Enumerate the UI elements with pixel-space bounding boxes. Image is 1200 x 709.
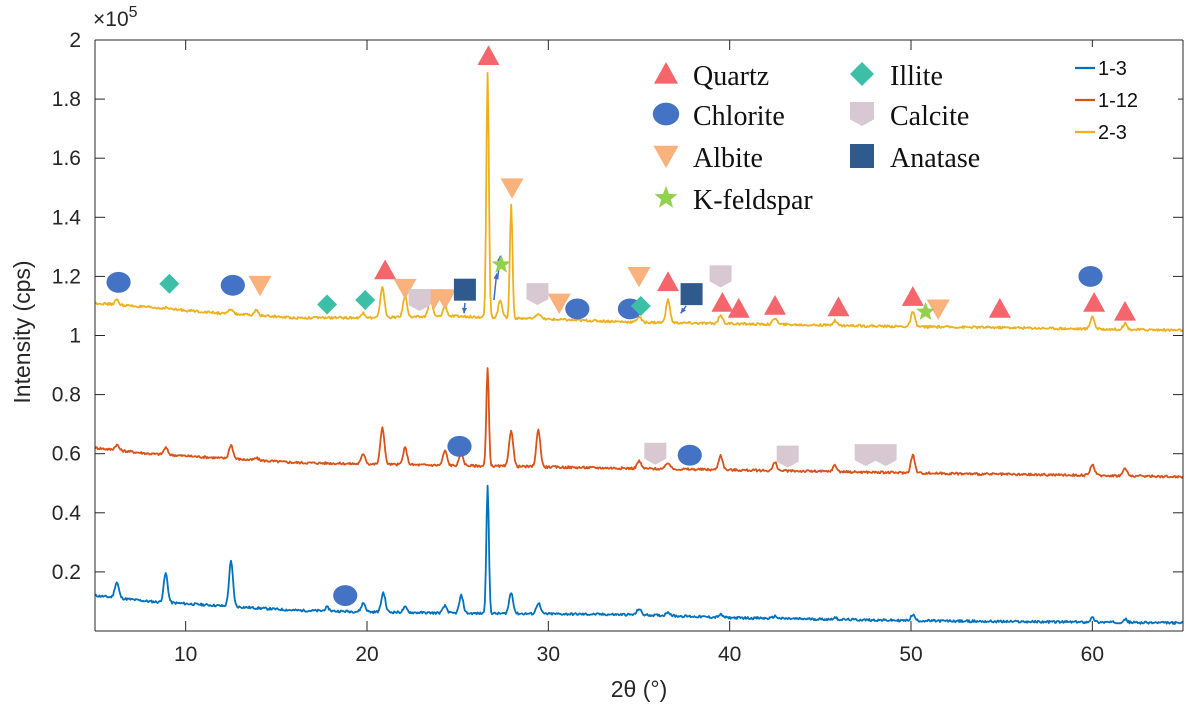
marker-illite xyxy=(159,273,180,294)
mineral-legend: Quartz Chlorite Albite K-feldspar Illite Calc… xyxy=(652,61,980,216)
legend-label-chlorite: Chlorite xyxy=(693,101,785,132)
x-tick-label: 30 xyxy=(537,643,560,666)
marker-quartz xyxy=(827,296,850,317)
marker-albite xyxy=(627,267,651,288)
legend-label-anatase: Anatase xyxy=(890,143,980,174)
marker-calcite xyxy=(874,444,897,467)
marker-quartz xyxy=(1113,300,1136,321)
x-tick-label: 40 xyxy=(718,643,741,666)
marker-chlorite xyxy=(565,298,590,320)
x-tick-label: 60 xyxy=(1081,643,1104,666)
marker-anatase xyxy=(680,283,703,306)
legend-label-illite: Illite xyxy=(890,61,943,92)
y-multiplier: ×105 xyxy=(93,4,138,31)
legend-label-k-feldspar: K-feldspar xyxy=(693,185,813,216)
x-tick-label: 20 xyxy=(355,643,378,666)
marker-calcite xyxy=(644,442,667,465)
marker-chlorite xyxy=(333,585,358,606)
y-tick-label: 0.8 xyxy=(52,384,81,407)
y-tick-label: 1.4 xyxy=(52,206,82,229)
marker-chlorite xyxy=(1078,265,1103,287)
y-tick-label: 0.6 xyxy=(52,443,81,466)
marker-quartz xyxy=(727,297,750,318)
marker-albite xyxy=(433,289,457,310)
series-line-2-3 xyxy=(94,72,1184,332)
marker-quartz xyxy=(657,271,680,292)
marker-anatase xyxy=(453,278,476,301)
marker-calcite xyxy=(526,283,549,306)
legend-symbol-quartz xyxy=(654,62,678,84)
series-line-1-3 xyxy=(94,484,1184,625)
pointer-arrow-head xyxy=(493,273,499,280)
marker-albite xyxy=(393,278,417,300)
marker-calcite xyxy=(776,445,799,468)
marker-chlorite xyxy=(677,444,702,466)
y-tick-label: 1.6 xyxy=(52,147,81,170)
axes: 10 20 30 40 50 60 0.2 0.4 0.6 0.8 1 1.2 1.4 1.6 1.8 2 xyxy=(52,29,1184,666)
mineral-markers xyxy=(106,45,1136,606)
legend-symbol-calcite xyxy=(850,102,874,126)
series-layer xyxy=(94,72,1184,625)
legend-label-quartz: Quartz xyxy=(693,61,769,92)
marker-illite xyxy=(355,290,376,311)
marker-k-feldspar xyxy=(491,254,511,273)
y-tick-label: 1 xyxy=(69,325,81,348)
y-tick-label: 0.4 xyxy=(52,502,82,525)
x-tick-label: 50 xyxy=(899,643,922,666)
marker-illite xyxy=(317,294,338,315)
marker-calcite xyxy=(709,265,732,288)
plot-area xyxy=(95,40,1183,631)
series-line-1-12 xyxy=(94,367,1184,479)
marker-quartz xyxy=(764,294,786,315)
marker-quartz xyxy=(374,259,397,280)
marker-quartz xyxy=(1083,291,1106,312)
marker-chlorite xyxy=(220,274,245,296)
marker-quartz xyxy=(477,45,500,66)
series-legend: 1-3 1-12 2-3 xyxy=(1050,47,1178,147)
legend-symbol-anatase xyxy=(850,144,874,168)
series-legend-label: 1-3 xyxy=(1098,58,1127,80)
y-multiplier-base: ×10 xyxy=(93,8,129,31)
legend-symbol-albite xyxy=(653,145,679,168)
marker-quartz xyxy=(901,286,924,306)
marker-quartz xyxy=(711,291,734,312)
y-tick-label: 1.2 xyxy=(52,265,81,288)
marker-albite xyxy=(547,293,571,314)
marker-chlorite xyxy=(106,271,131,293)
pointer-arrow-head xyxy=(461,307,468,314)
x-tick-label: 10 xyxy=(174,643,197,666)
y-tick-label: 1.8 xyxy=(52,88,81,111)
y-multiplier-exp: 5 xyxy=(129,4,138,21)
legend-label-calcite: Calcite xyxy=(890,101,969,132)
plot-background xyxy=(95,40,1183,631)
legend-symbol-illite xyxy=(850,62,874,86)
legend-symbol-k-feldspar xyxy=(654,186,678,208)
series-legend-label: 2-3 xyxy=(1098,122,1127,144)
marker-albite xyxy=(926,299,950,320)
y-axis-label: Intensity (cps) xyxy=(9,260,35,403)
pointer-arrow-head xyxy=(680,307,687,314)
marker-calcite xyxy=(854,444,877,467)
marker-albite xyxy=(500,178,524,199)
series-legend-box xyxy=(1050,47,1178,147)
marker-illite xyxy=(630,295,651,316)
marker-quartz xyxy=(988,297,1011,318)
marker-k-feldspar xyxy=(916,301,935,320)
y-tick-label: 0.2 xyxy=(52,561,81,584)
marker-chlorite xyxy=(447,435,472,457)
x-axis-label: 2θ (°) xyxy=(611,676,668,702)
y-tick-label: 2 xyxy=(69,29,81,52)
legend-symbol-chlorite xyxy=(652,102,680,126)
legend-label-albite: Albite xyxy=(693,143,763,174)
series-legend-label: 1-12 xyxy=(1098,90,1138,112)
marker-albite xyxy=(248,275,272,297)
marker-calcite xyxy=(408,289,431,312)
